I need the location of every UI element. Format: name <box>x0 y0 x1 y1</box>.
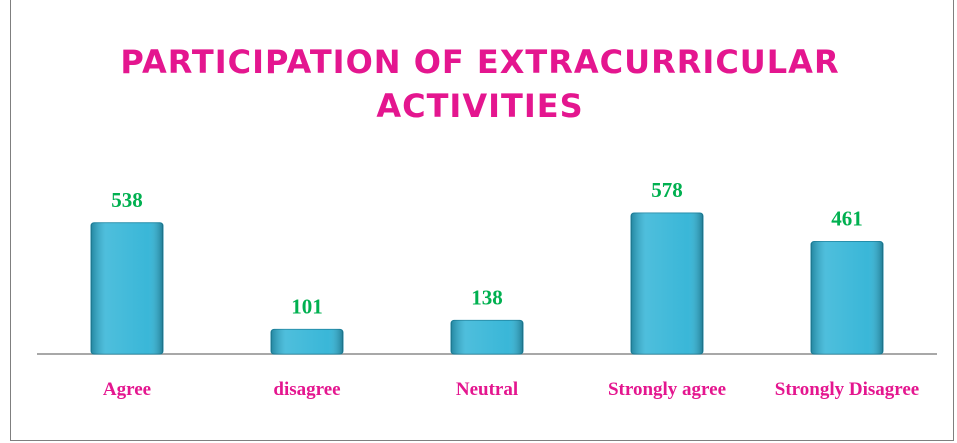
bar-shade <box>631 213 703 354</box>
data-label: 461 <box>831 207 863 231</box>
data-label: 578 <box>651 178 683 202</box>
bar-shade <box>91 222 163 354</box>
x-tick-label: Strongly agree <box>607 379 727 400</box>
data-label: 138 <box>471 285 503 309</box>
chart-frame <box>10 0 954 441</box>
x-tick-label: disagree <box>273 379 341 400</box>
chart-title: PARTICIPATION OF EXTRACURRICULAR ACTIVIT… <box>120 43 840 125</box>
bar-shade <box>271 329 343 354</box>
x-tick-label: Strongly Disagree <box>774 379 920 400</box>
data-label: 538 <box>111 188 143 212</box>
data-label: 101 <box>291 294 323 318</box>
bar-shade <box>811 241 883 354</box>
bar-shade <box>451 320 523 354</box>
x-tick-label: Agree <box>102 379 152 400</box>
x-tick-label: Neutral <box>455 379 519 400</box>
